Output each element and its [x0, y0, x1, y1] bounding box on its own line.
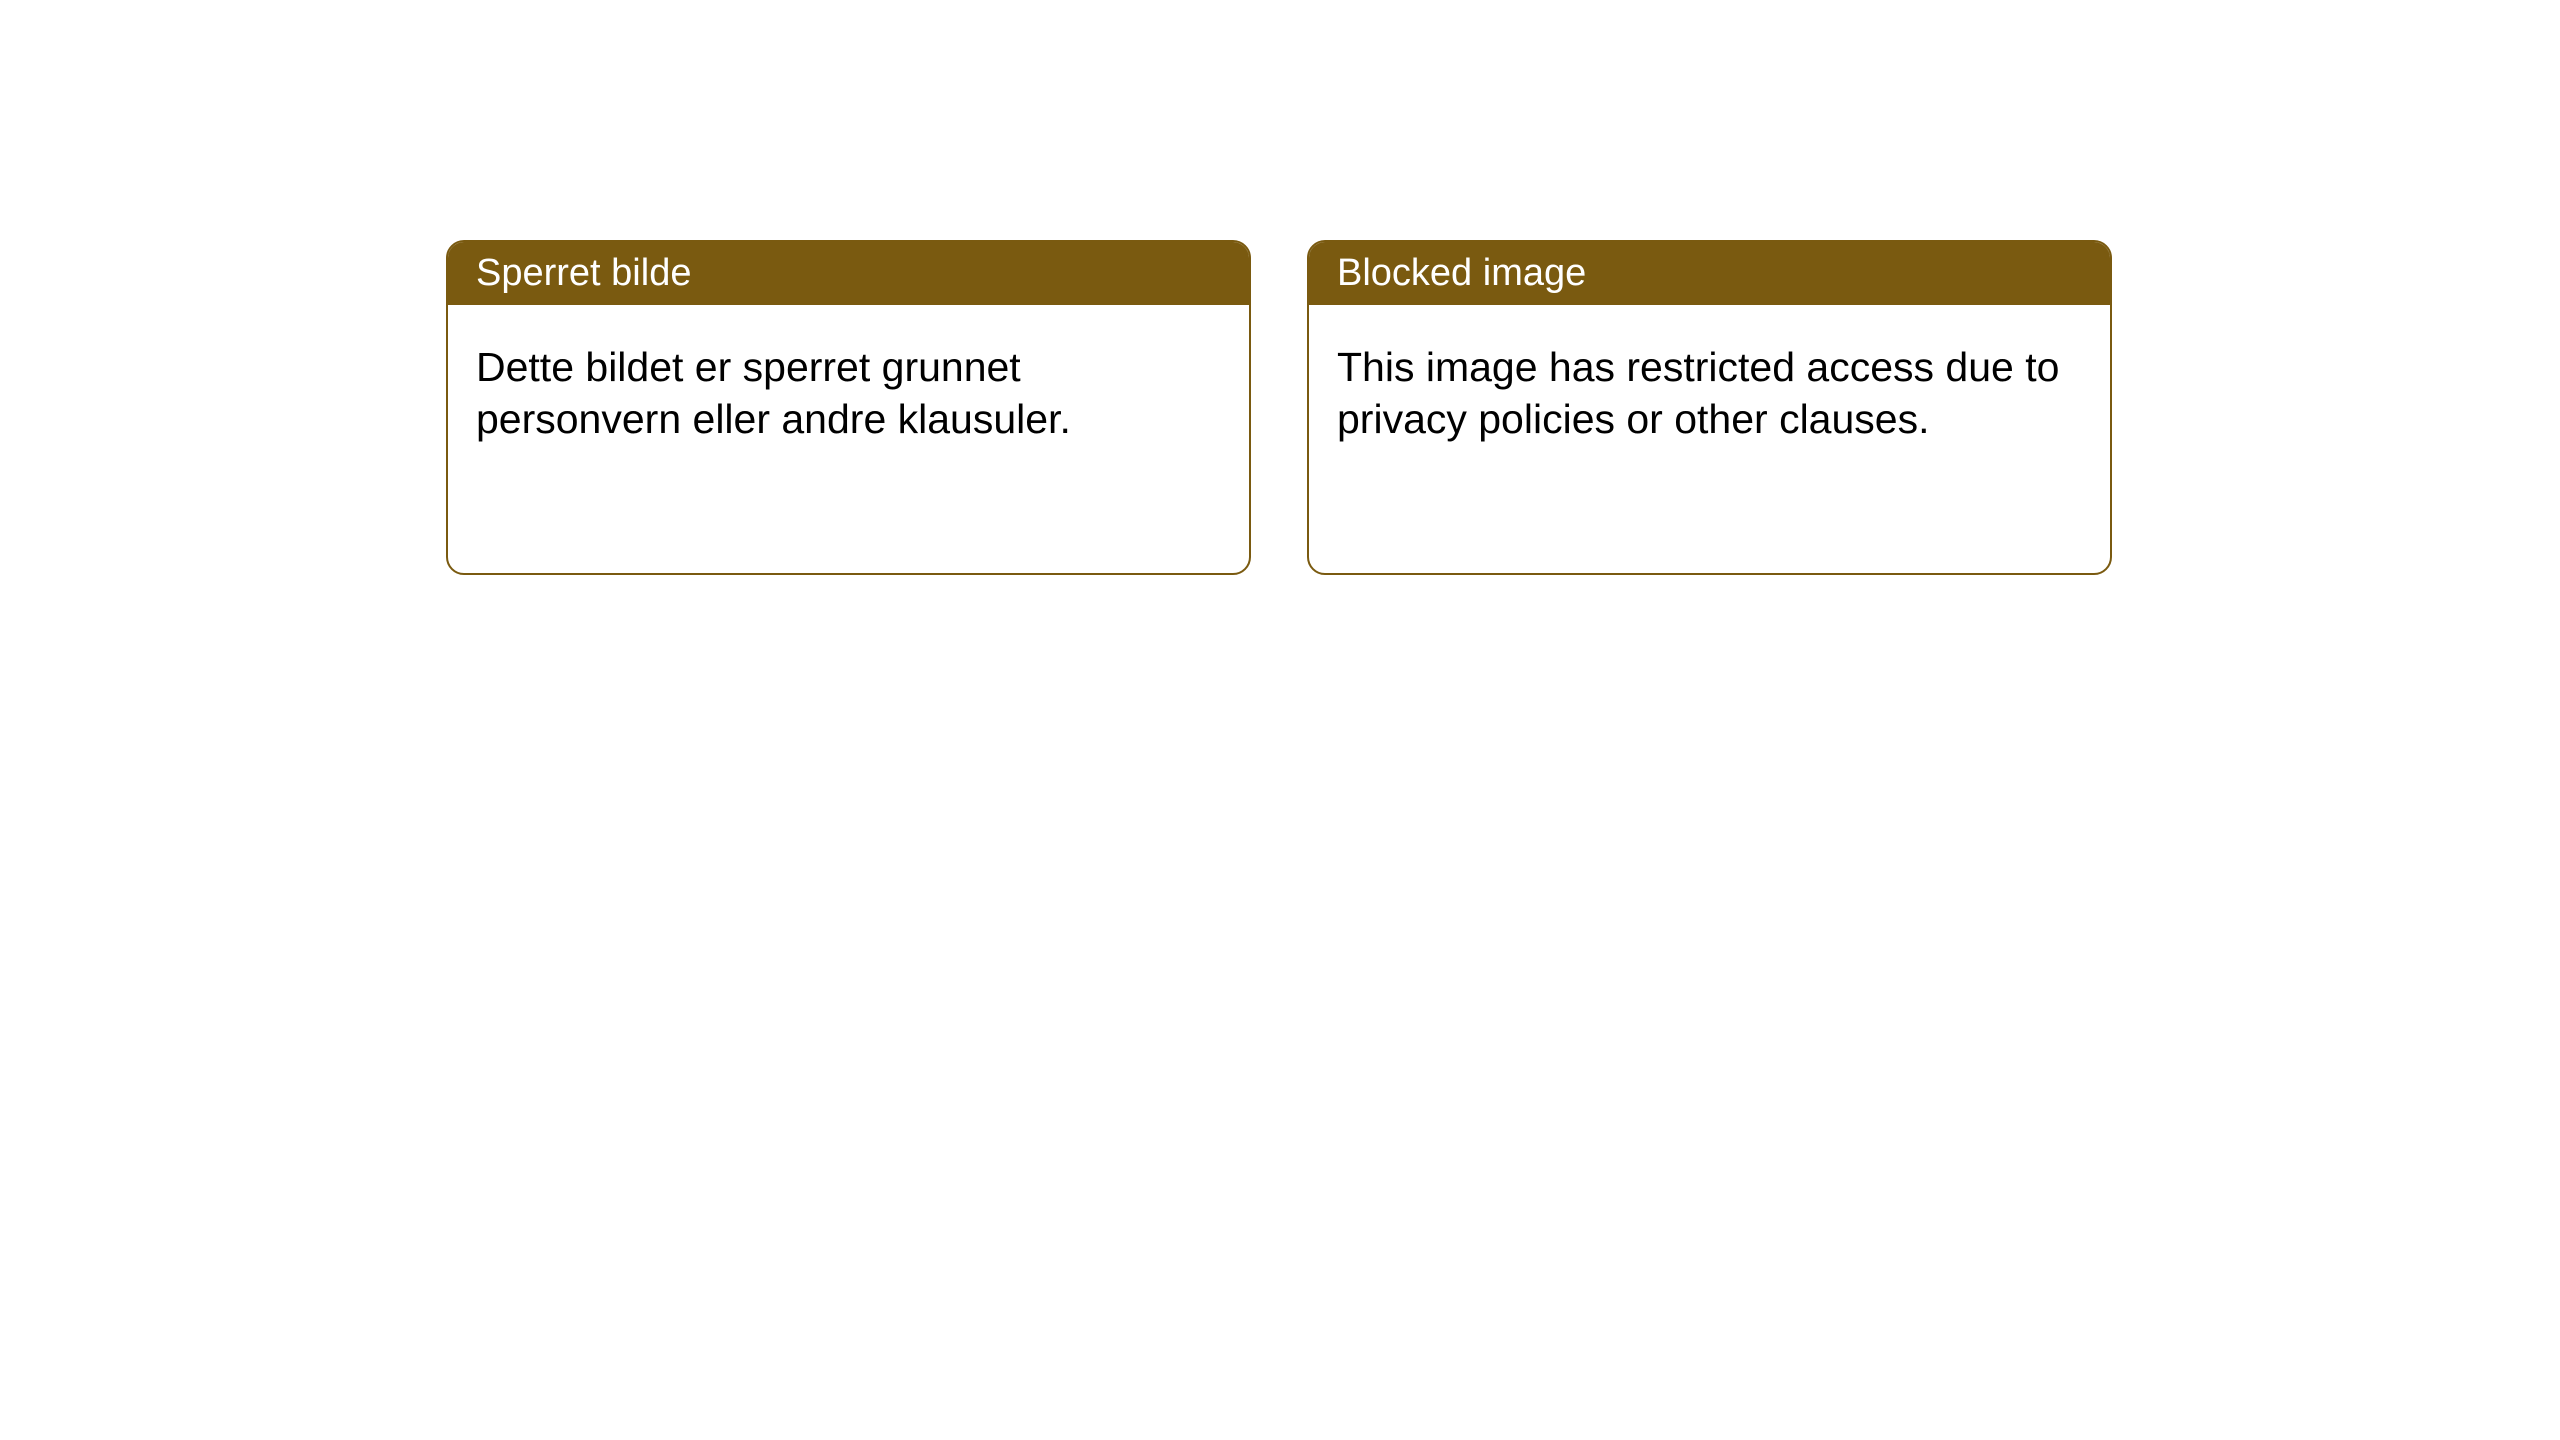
- card-title: Blocked image: [1337, 252, 1586, 294]
- blocked-image-card-en: Blocked image This image has restricted …: [1307, 240, 2112, 575]
- card-body-text: This image has restricted access due to …: [1337, 344, 2059, 442]
- card-body: This image has restricted access due to …: [1309, 305, 2110, 482]
- blocked-image-card-no: Sperret bilde Dette bildet er sperret gr…: [446, 240, 1251, 575]
- card-body: Dette bildet er sperret grunnet personve…: [448, 305, 1249, 482]
- card-body-text: Dette bildet er sperret grunnet personve…: [476, 344, 1071, 442]
- card-title: Sperret bilde: [476, 252, 691, 294]
- cards-container: Sperret bilde Dette bildet er sperret gr…: [446, 240, 2112, 575]
- card-header: Blocked image: [1309, 242, 2110, 305]
- card-header: Sperret bilde: [448, 242, 1249, 305]
